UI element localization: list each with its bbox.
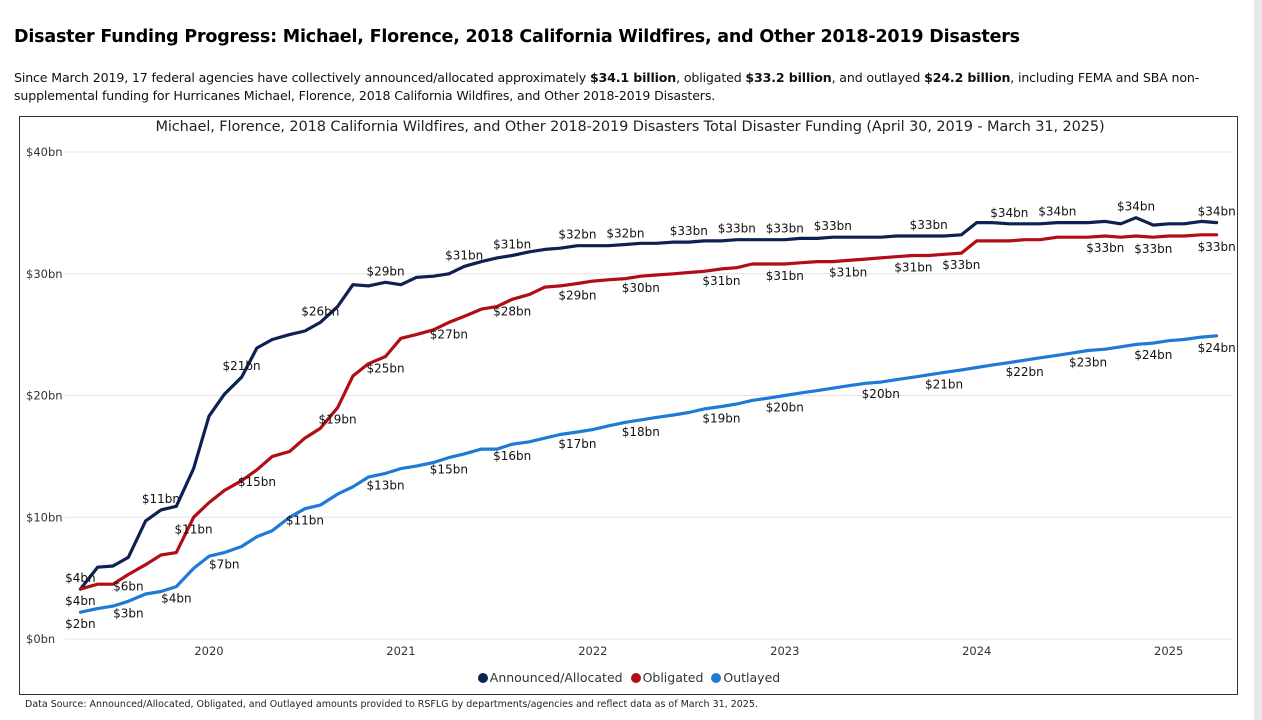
data-label: $29bn	[366, 264, 404, 278]
x-tick-label: 2024	[962, 644, 991, 658]
summary-paragraph: Since March 2019, 17 federal agencies ha…	[14, 69, 1246, 105]
summary-text: , including FEMA and SBA non-supplementa…	[14, 70, 1200, 103]
data-label: $31bn	[894, 260, 932, 274]
data-label: $11bn	[286, 514, 324, 528]
x-tick-label: 2020	[194, 644, 223, 658]
data-label: $19bn	[702, 411, 740, 425]
legend-item-announced[interactable]: Announced/Allocated	[477, 670, 623, 685]
summary-text: Since March 2019, 17 federal agencies ha…	[14, 70, 590, 85]
data-label: $23bn	[1069, 355, 1107, 369]
data-label: $31bn	[493, 237, 531, 251]
data-label: $15bn	[430, 463, 468, 477]
data-label: $21bn	[223, 359, 261, 373]
page-title: Disaster Funding Progress: Michael, Flor…	[14, 27, 1020, 47]
y-tick-label: $30bn	[26, 267, 63, 281]
data-label: $33bn	[670, 224, 708, 238]
chart-legend: Announced/Allocated Obligated Outlayed	[0, 670, 1258, 685]
legend-item-outlayed[interactable]: Outlayed	[711, 670, 780, 685]
data-label: $19bn	[318, 413, 356, 427]
y-tick-label: $0bn	[26, 632, 55, 646]
data-label: $20bn	[766, 401, 804, 415]
data-label: $33bn	[814, 219, 852, 233]
scrollbar-track[interactable]	[1254, 0, 1262, 720]
legend-label: Outlayed	[723, 670, 781, 685]
data-label: $17bn	[558, 437, 596, 451]
x-tick-label: 2021	[386, 644, 415, 658]
x-tick-label: 2025	[1154, 644, 1183, 658]
data-label: $4bn	[161, 592, 192, 606]
data-label: $33bn	[942, 258, 980, 272]
y-tick-label: $10bn	[26, 510, 63, 524]
announced-total: $34.1 billion	[589, 70, 677, 85]
data-label: $33bn	[1134, 242, 1172, 256]
y-tick-label: $40bn	[26, 145, 63, 159]
data-label: $29bn	[558, 288, 596, 302]
data-label: $33bn	[718, 222, 756, 236]
data-label: $7bn	[209, 558, 240, 572]
data-label: $24bn	[1198, 341, 1236, 355]
data-label: $4bn	[65, 571, 96, 585]
y-tick-label: $20bn	[26, 389, 63, 403]
series-line-announced-allocated	[78, 216, 1219, 591]
data-label: $31bn	[766, 269, 804, 283]
summary-text: , and outlayed	[831, 70, 925, 85]
data-label: $4bn	[65, 594, 96, 608]
data-label: $22bn	[1006, 365, 1044, 379]
data-label: $26bn	[301, 304, 339, 318]
outlayed-total: $24.2 billion	[924, 70, 1011, 85]
data-label: $24bn	[1134, 348, 1172, 362]
data-label: $34bn	[1198, 205, 1236, 219]
data-label: $33bn	[910, 218, 948, 232]
data-label: $33bn	[766, 222, 804, 236]
data-label: $21bn	[925, 377, 963, 391]
data-label: $34bn	[1038, 205, 1076, 219]
legend-label: Obligated	[642, 670, 704, 685]
data-label: $31bn	[445, 248, 483, 262]
data-label: $18bn	[622, 425, 660, 439]
data-label: $13bn	[366, 478, 404, 492]
data-label: $15bn	[238, 475, 276, 489]
data-label: $11bn	[142, 492, 180, 506]
legend-marker	[630, 673, 641, 683]
legend-item-obligated[interactable]: Obligated	[630, 670, 704, 685]
legend-label: Announced/Allocated	[489, 670, 623, 685]
obligated-total: $33.2 billion	[745, 70, 832, 85]
x-tick-label: 2023	[770, 644, 799, 658]
chart-frame	[19, 116, 1238, 695]
data-label: $16bn	[493, 449, 531, 463]
data-label: $3bn	[113, 606, 144, 620]
data-label: $34bn	[1117, 200, 1155, 214]
data-label: $20bn	[862, 387, 900, 401]
data-label: $33bn	[1086, 241, 1124, 255]
legend-marker	[711, 673, 722, 683]
legend-marker	[477, 673, 488, 683]
summary-text: , obligated	[676, 70, 746, 85]
data-label: $25bn	[366, 362, 404, 376]
data-label: $30bn	[622, 281, 660, 295]
data-label: $32bn	[558, 228, 596, 242]
data-label: $2bn	[65, 617, 96, 631]
data-label: $32bn	[606, 227, 644, 241]
data-label: $31bn	[829, 265, 867, 279]
series-line-outlayed	[78, 334, 1219, 614]
data-label: $6bn	[113, 579, 144, 593]
data-label: $33bn	[1198, 240, 1236, 254]
data-label: $31bn	[702, 274, 740, 288]
series-line-obligated	[78, 233, 1219, 591]
chart-title: Michael, Florence, 2018 California Wildf…	[155, 119, 1105, 135]
data-label: $11bn	[175, 522, 213, 536]
data-label: $28bn	[493, 304, 531, 318]
data-source-note: Data Source: Announced/Allocated, Obliga…	[25, 699, 758, 710]
x-tick-label: 2022	[578, 644, 607, 658]
data-label: $34bn	[990, 206, 1028, 220]
data-label: $27bn	[430, 327, 468, 341]
